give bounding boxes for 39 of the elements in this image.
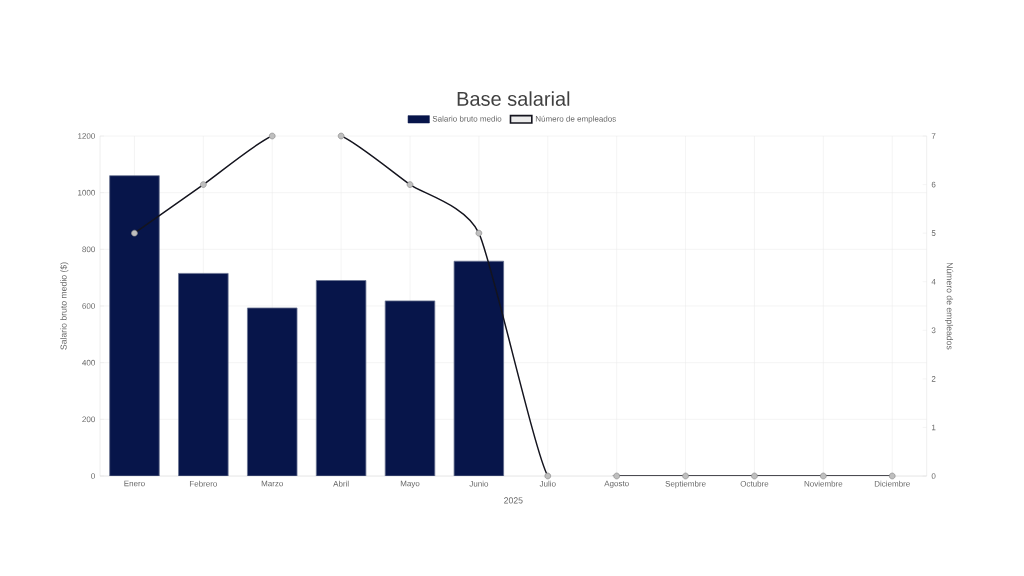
x-tick-label: Marzo — [261, 480, 284, 487]
legend-label: Salario bruto medio — [432, 115, 502, 122]
y2-tick-label: 1 — [931, 424, 936, 431]
y2-tick-label: 7 — [931, 133, 936, 139]
y-tick-label: 800 — [82, 246, 95, 253]
y-tick-label: 0 — [91, 473, 95, 479]
x-tick-label: Septiembre — [665, 480, 706, 489]
bar — [315, 280, 367, 476]
x-axis-title: 2025 — [504, 497, 523, 504]
chart-title: Base salarial — [457, 91, 570, 106]
bar — [384, 300, 436, 476]
y2-axis-title: Número de empleados — [944, 262, 954, 350]
y-axis-title: Salario bruto medio ($) — [60, 262, 69, 350]
x-tick-label: Junio — [469, 480, 489, 487]
y-tick-label: 200 — [82, 416, 95, 423]
bar — [178, 273, 229, 476]
x-tick-label: Enero — [124, 480, 145, 487]
x-tick-label: Agosto — [604, 480, 629, 488]
y-tick-label: 1200 — [78, 133, 95, 139]
y2-tick-label: 4 — [931, 278, 936, 285]
y2-tick-label: 2 — [931, 376, 936, 382]
x-tick-label: Noviembre — [804, 480, 843, 487]
y-tick-label: 400 — [82, 359, 95, 366]
x-tick-label: Octubre — [740, 480, 769, 487]
legend-label: Número de empleados — [535, 115, 616, 124]
bar — [109, 175, 160, 476]
y-tick-label: 600 — [82, 303, 95, 309]
y2-tick-label: 0 — [931, 473, 936, 479]
y2-tick-label: 6 — [931, 181, 936, 188]
x-tick-label: Diciembre — [874, 480, 910, 487]
x-tick-label: Febrero — [189, 480, 218, 487]
y-tick-label: 1000 — [78, 189, 95, 196]
bar — [247, 307, 298, 476]
x-tick-label: Mayo — [400, 480, 420, 488]
bar — [453, 260, 505, 476]
x-tick-label: Abril — [333, 480, 349, 487]
x-tick-label: Julio — [539, 480, 556, 487]
y2-tick-label: 5 — [931, 230, 936, 236]
y2-tick-label: 3 — [931, 327, 936, 334]
